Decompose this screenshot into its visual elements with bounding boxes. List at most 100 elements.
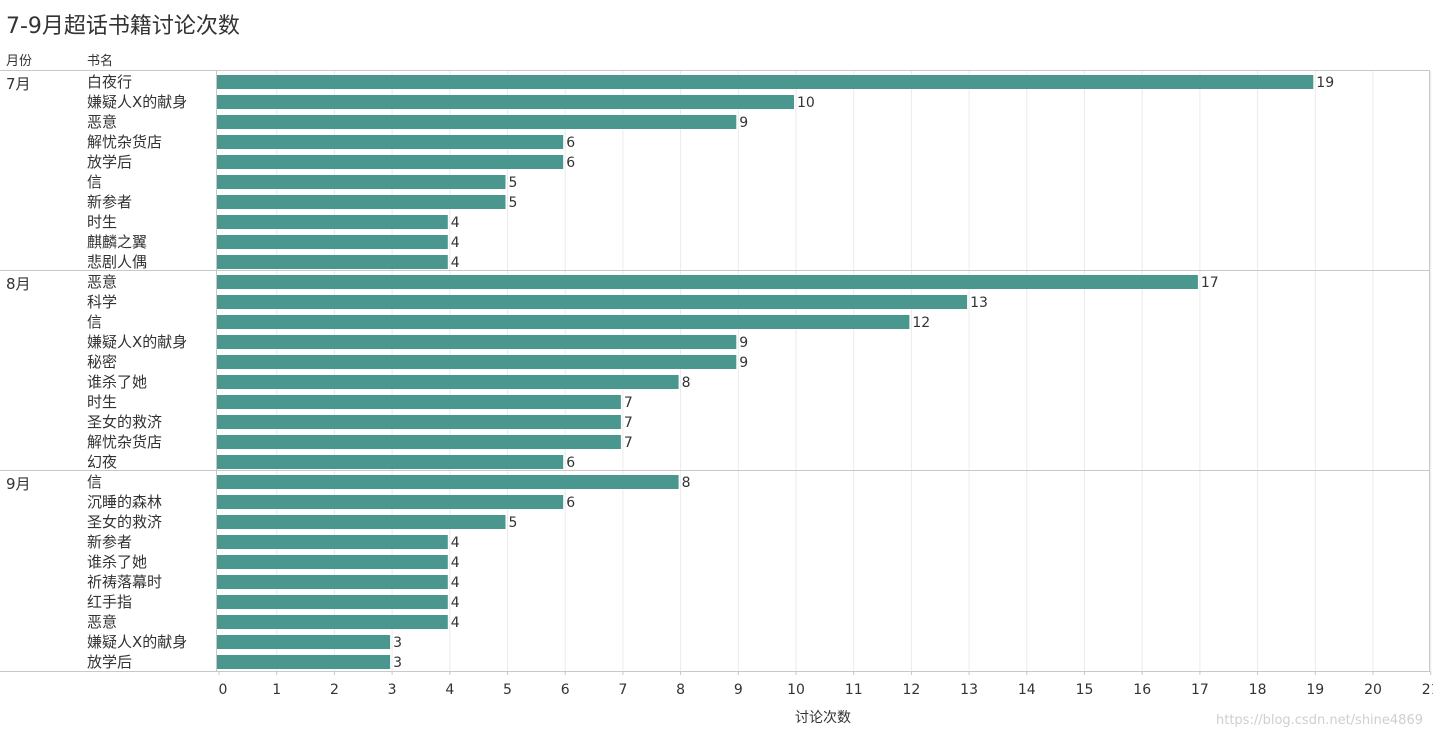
x-tick-label: 13 [960,682,978,698]
bar [217,435,621,449]
bar [217,655,391,669]
bar [217,235,448,249]
x-tick-label: 11 [845,682,863,698]
book-label: 解忧杂货店 [87,433,162,451]
x-tick-label: 10 [787,682,805,698]
x-tick-label: 18 [1249,682,1267,698]
bar [217,375,679,389]
x-tick-label: 21 [1422,682,1433,698]
x-tick-label: 15 [1076,682,1094,698]
bar-value-label: 5 [509,515,518,531]
book-label: 信 [87,473,102,491]
x-tick-label: 4 [445,682,454,698]
bar-value-label: 3 [393,635,402,651]
bar-value-label: 4 [451,215,460,231]
book-label: 祈祷落幕时 [87,573,162,591]
bar-value-label: 4 [451,235,460,251]
bar [217,475,679,489]
book-label: 圣女的救济 [87,413,162,431]
x-tick-label: 17 [1191,682,1209,698]
book-label: 谁杀了她 [87,553,147,571]
bar [217,535,448,549]
bar [217,295,968,309]
bar-value-label: 6 [566,455,575,471]
x-tick-label: 16 [1133,682,1151,698]
book-label: 信 [87,173,102,191]
bar [217,595,448,609]
chart-title: 7-9月超话书籍讨论次数 [6,14,240,39]
bar-value-label: 7 [624,435,633,451]
bar-value-label: 4 [451,615,460,631]
bar [217,275,1198,289]
bar [217,135,564,149]
x-tick-label: 8 [676,682,685,698]
x-tick-label: 7 [618,682,627,698]
bar [217,575,448,589]
bar-value-label: 5 [509,175,518,191]
book-label: 幻夜 [87,453,117,471]
book-label: 嫌疑人X的献身 [87,633,187,651]
bar-value-label: 7 [624,395,633,411]
bar-value-label: 3 [393,655,402,671]
book-label: 麒麟之翼 [87,233,147,251]
x-tick-label: 19 [1306,682,1324,698]
x-tick-label: 6 [561,682,570,698]
bar-value-label: 4 [451,595,460,611]
bar-value-label: 4 [451,255,460,271]
bar-value-label: 9 [739,115,748,131]
bar-value-label: 9 [739,335,748,351]
book-label: 悲剧人偶 [87,253,147,271]
watermark: https://blog.csdn.net/shine4869 [1215,713,1423,728]
bar [217,615,448,629]
bar [217,415,621,429]
bar-value-label: 17 [1201,275,1219,291]
book-label: 放学后 [87,653,132,671]
book-label: 嫌疑人X的献身 [87,93,187,111]
bar-value-label: 8 [682,375,691,391]
x-tick-label: 2 [330,682,339,698]
book-label: 恶意 [87,613,117,631]
x-tick-label: 14 [1018,682,1036,698]
bar [217,95,794,109]
bar [217,395,621,409]
bar [217,635,391,649]
bar [217,195,506,209]
bar-value-label: 13 [970,295,988,311]
bar-value-label: 19 [1316,75,1334,91]
bar-value-label: 6 [566,155,575,171]
bar-value-label: 6 [566,135,575,151]
book-label: 恶意 [87,113,117,131]
month-label: 7月 [6,75,31,93]
bar [217,315,910,329]
bar-value-label: 4 [451,575,460,591]
book-label: 新参者 [87,533,132,551]
book-label: 恶意 [87,273,117,291]
bar [217,75,1314,89]
x-tick-label: 12 [902,682,920,698]
bar-value-label: 12 [912,315,930,331]
bar-value-label: 10 [797,95,815,111]
book-label: 放学后 [87,153,132,171]
x-tick-label: 1 [272,682,281,698]
book-label: 谁杀了她 [87,373,147,391]
bar-value-label: 9 [739,355,748,371]
month-label: 8月 [6,275,31,293]
book-label: 解忧杂货店 [87,133,162,151]
book-label: 沉睡的森林 [87,493,162,511]
bar-value-label: 4 [451,535,460,551]
bar-value-label: 7 [624,415,633,431]
book-label: 秘密 [87,353,117,371]
x-tick-label: 3 [388,682,397,698]
x-axis-title: 讨论次数 [795,710,851,726]
book-label: 嫌疑人X的献身 [87,333,187,351]
month-label: 9月 [6,475,31,493]
book-label: 新参者 [87,193,132,211]
bar [217,115,737,129]
book-label: 白夜行 [87,73,132,91]
x-tick-label: 0 [219,682,228,698]
x-tick-label: 9 [734,682,743,698]
book-label: 时生 [87,393,117,411]
book-label: 科学 [87,293,117,311]
bar [217,555,448,569]
